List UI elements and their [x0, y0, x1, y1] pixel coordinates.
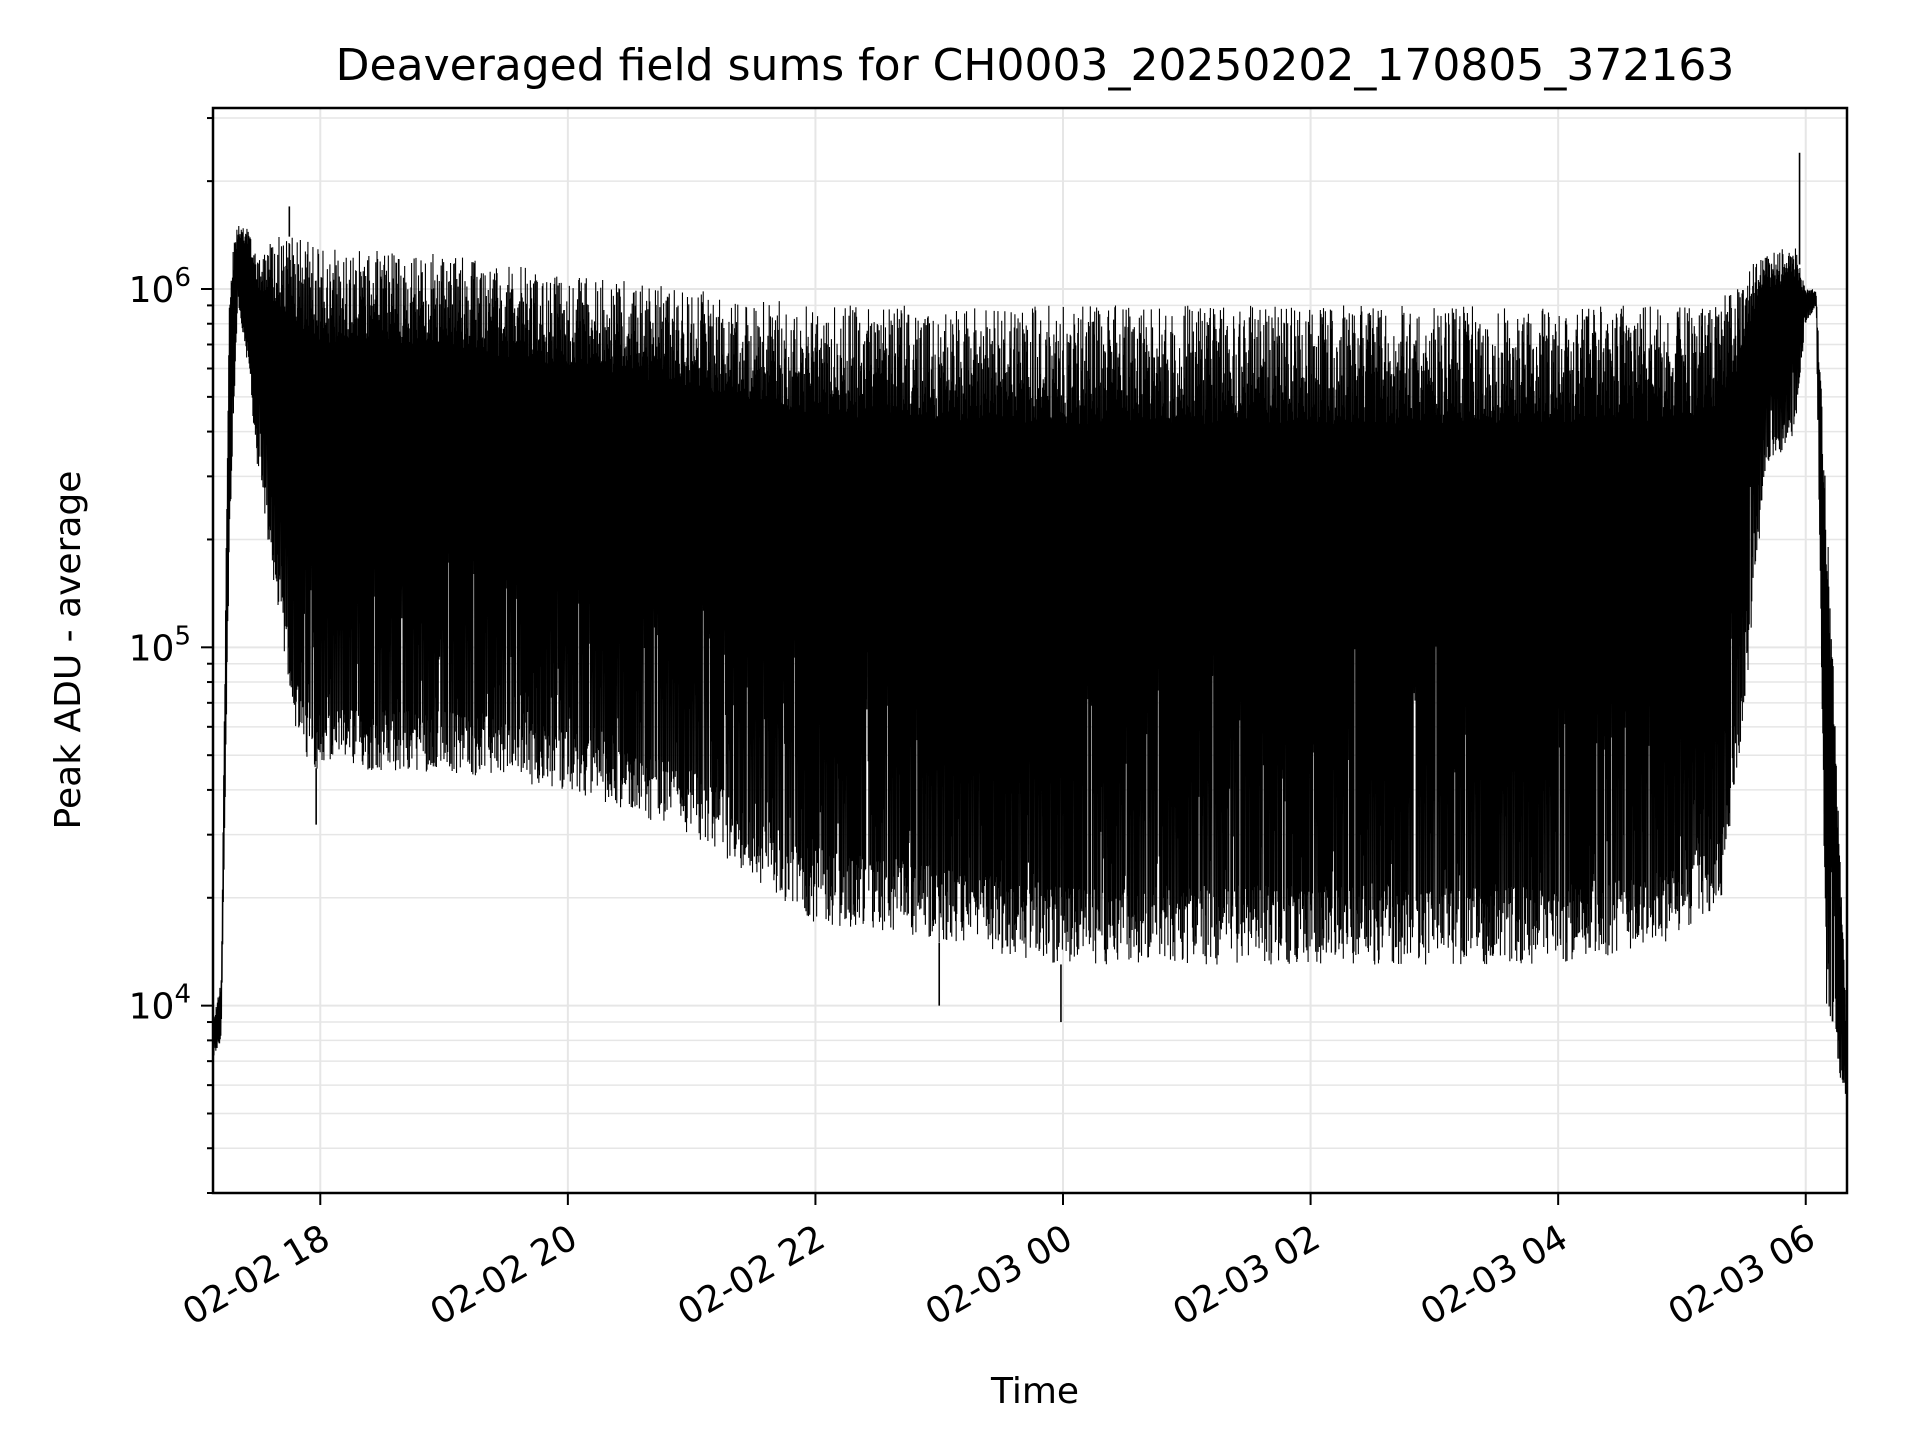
axes-frame: [211, 106, 1849, 1195]
series-line: [212, 225, 1848, 1107]
plot-area: [212, 152, 1848, 1107]
y-axis-label: Peak ADU - average: [48, 471, 89, 830]
x-axis-label: Time: [990, 1371, 1079, 1412]
y-axis: 104 105 106: [129, 117, 213, 1194]
y-tick-label: 104: [129, 980, 191, 1028]
y-tick-label: 106: [129, 263, 191, 311]
y-tick-label: 105: [129, 621, 191, 669]
chart-title: Deaveraged field sums for CH0003_2025020…: [336, 40, 1735, 91]
